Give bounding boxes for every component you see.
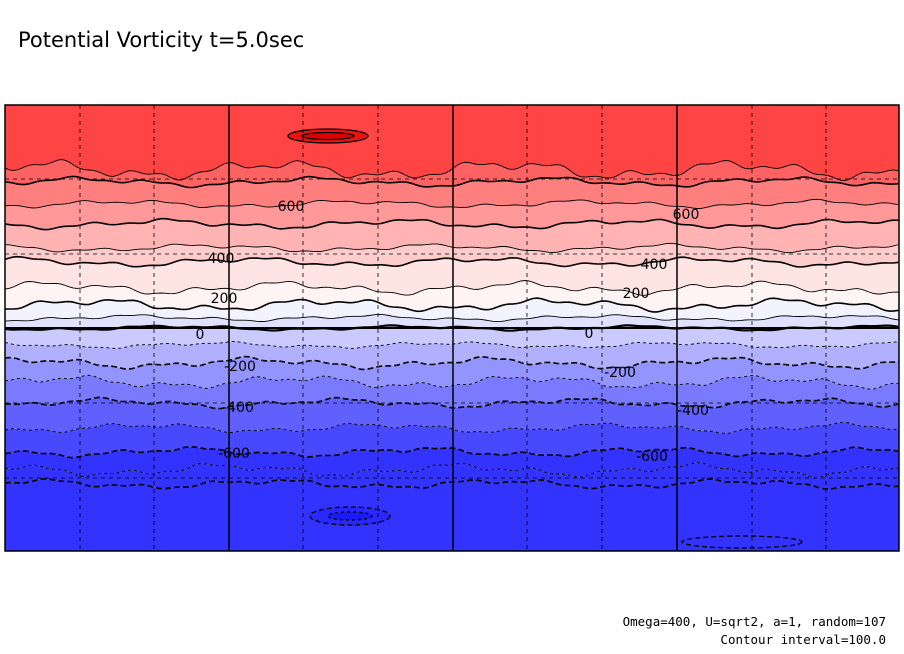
contour-interval-note: Contour interval=100.0	[720, 632, 886, 647]
contour-label: -600	[636, 449, 668, 465]
contour-label: 600	[278, 199, 305, 215]
parameters-note: Omega=400, U=sqrt2, a=1, random=107	[623, 614, 886, 629]
contour-label: -600	[218, 446, 250, 462]
contour-label: -400	[222, 400, 254, 416]
plot-frame	[4, 104, 900, 552]
contour-label: 400	[641, 257, 668, 273]
contour-label: 200	[623, 286, 650, 302]
contour-label: 0	[196, 327, 205, 343]
vortex-contour	[327, 511, 373, 521]
contour-labels: 600 600 400 400 200 200 0 0 -200 -200 -400 -400 -600…	[196, 199, 709, 465]
color-band	[5, 478, 899, 551]
contour-label: 600	[673, 207, 700, 223]
grid-lines	[5, 105, 899, 551]
vortex-contour	[301, 131, 355, 141]
chart-title: Potential Vorticity t=5.0sec	[18, 28, 304, 52]
contour-label: -400	[677, 403, 709, 419]
contour-label: 200	[211, 291, 238, 307]
contour-label: 400	[208, 251, 235, 267]
contour-label: 0	[585, 326, 594, 342]
contour-label: -200	[604, 365, 636, 381]
contour-label: -200	[224, 359, 256, 375]
vortex-contour	[681, 535, 803, 549]
